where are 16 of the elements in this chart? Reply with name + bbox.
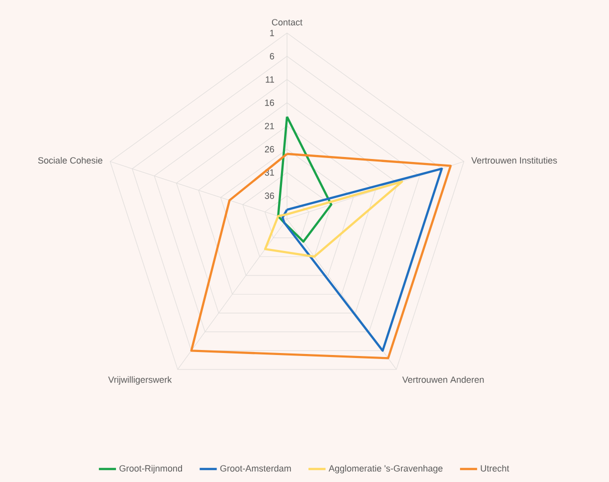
y-tick-label: 16 [265,100,274,106]
spoke-label: Sociale Cohesie [38,156,102,164]
y-tick-label: 36 [264,192,274,199]
y-tick-label: 6 [270,53,274,60]
y-tick-label: 11 [266,76,274,83]
legend-label: Utrecht [480,464,510,472]
y-tick-label: 26 [264,146,274,152]
spoke-label: Contact [272,19,302,26]
y-tick-label: 1 [270,30,274,36]
spoke-label: Vertrouwen Anderen [402,376,484,383]
legend-label: Groot-Amsterdam [220,464,291,472]
legend-label: Agglomeratie 's-Gravenhage [328,464,443,474]
legend-label: Groot-Rijnmond [120,464,182,474]
y-tick-label: 21 [264,122,274,130]
spoke-label: Vertrouwen Instituties [471,156,557,164]
spoke-label: Vrijwilligerswerk [108,376,172,385]
